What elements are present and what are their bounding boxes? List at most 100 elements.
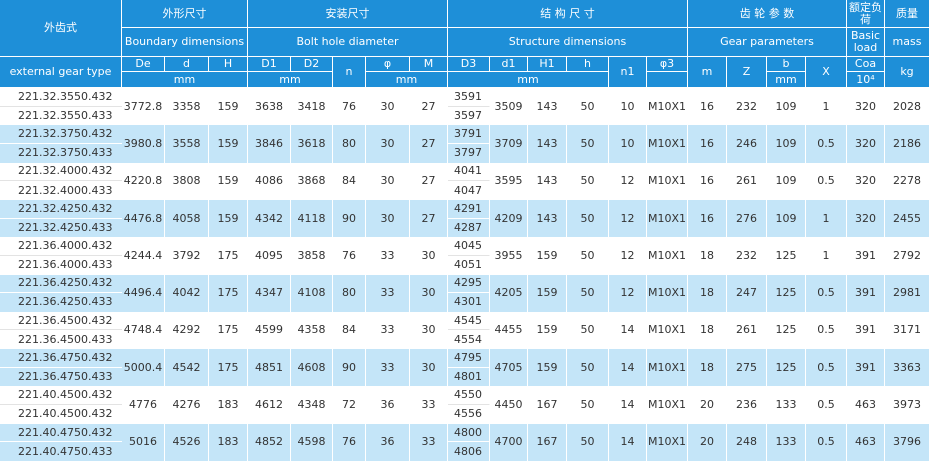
d3-cell: 4556 [448,405,490,424]
d3-cell: 3597 [448,106,490,126]
value-cell: 72 [333,386,366,424]
value-cell: M10X1 [647,237,688,275]
model-cell: 221.40.4500.432 [0,405,122,424]
d3-cell: 4545 [448,311,490,331]
value-cell: 33 [366,274,410,312]
column-header: b [767,57,806,72]
value-cell: 232 [727,237,767,275]
value-cell: 391 [847,274,885,312]
value-cell: 0.5 [806,125,847,163]
value-cell: 159 [528,349,567,387]
value-cell: 30 [366,199,410,238]
group-title: 结 构 尺 寸 [448,0,688,28]
value-cell: 236 [727,386,767,424]
value-cell: 261 [727,311,767,350]
value-cell: 30 [410,349,448,387]
group-title-en: Boundary dimensions [122,28,248,57]
value-cell: 33 [410,386,448,424]
value-cell: 1 [806,88,847,126]
value-cell: 3618 [291,125,333,163]
value-cell: M10X1 [647,311,688,350]
value-cell: 175 [209,237,248,275]
value-cell: 27 [410,125,448,163]
value-cell: 50 [567,237,609,275]
value-cell: 143 [528,88,567,126]
value-cell: M10X1 [647,274,688,312]
value-cell: 3418 [291,88,333,126]
unit-header: mm [448,72,609,88]
value-cell: 320 [847,199,885,238]
value-cell: 175 [209,311,248,350]
d3-cell: 4051 [448,255,490,275]
value-cell: 30 [366,162,410,200]
value-cell: 175 [209,349,248,387]
value-cell: 14 [609,311,647,350]
value-cell: 391 [847,349,885,387]
value-cell: 4776 [122,386,165,424]
value-cell: 3709 [490,125,528,163]
d3-cell: 4287 [448,218,490,238]
value-cell: 4705 [490,349,528,387]
column-header: h [567,57,609,72]
column-header: φ [366,57,410,72]
value-cell: 30 [366,88,410,126]
value-cell: 275 [727,349,767,387]
value-cell: 167 [528,423,567,461]
value-cell: 50 [567,274,609,312]
value-cell: 4526 [165,423,209,461]
value-cell: 3363 [885,349,930,387]
value-cell: 0.5 [806,274,847,312]
group-title-en: Structure dimensions [448,28,688,57]
value-cell: 3796 [885,423,930,461]
value-cell: 4118 [291,199,333,238]
model-cell: 221.36.4250.432 [0,274,122,294]
value-cell: 30 [410,274,448,312]
value-cell: 4108 [291,274,333,312]
value-cell: 2278 [885,162,930,200]
value-cell: M10X1 [647,423,688,461]
unit-header: mm [366,72,448,88]
value-cell: 3358 [165,88,209,126]
value-cell: 4455 [490,311,528,350]
value-cell: 12 [609,162,647,200]
value-cell: 167 [528,386,567,424]
value-cell: 4348 [291,386,333,424]
value-cell: 18 [688,311,727,350]
value-cell: 16 [688,199,727,238]
value-cell: 12 [609,274,647,312]
model-cell: 221.40.4500.432 [0,386,122,406]
column-header: X [806,57,847,88]
value-cell: 5016 [122,423,165,461]
value-cell: 4612 [248,386,291,424]
value-cell: 159 [528,311,567,350]
value-cell: 18 [688,274,727,312]
value-cell: 12 [609,199,647,238]
value-cell: 3858 [291,237,333,275]
model-cell: 221.36.4250.433 [0,293,122,312]
value-cell: M10X1 [647,162,688,200]
d3-cell: 4806 [448,442,490,461]
d3-cell: 4291 [448,199,490,219]
value-cell: 4095 [248,237,291,275]
value-cell: 159 [209,162,248,200]
value-cell: M10X1 [647,349,688,387]
model-cell: 221.32.3550.432 [0,88,122,107]
value-cell: 4851 [248,349,291,387]
d3-cell: 4800 [448,423,490,443]
value-cell: 143 [528,125,567,163]
value-cell: 2455 [885,199,930,238]
value-cell: 109 [767,88,806,126]
value-cell: 30 [410,237,448,275]
model-cell: 221.36.4750.432 [0,349,122,368]
value-cell: 18 [688,237,727,275]
value-cell: 3973 [885,386,930,424]
value-cell: 125 [767,274,806,312]
group-title-en: Gear parameters [688,28,847,57]
unit-header: mm [122,72,248,88]
value-cell: 76 [333,88,366,126]
value-cell: 4209 [490,199,528,238]
value-cell: 50 [567,88,609,126]
column-header: d [165,57,209,72]
d3-cell: 4295 [448,274,490,294]
value-cell: 247 [727,274,767,312]
